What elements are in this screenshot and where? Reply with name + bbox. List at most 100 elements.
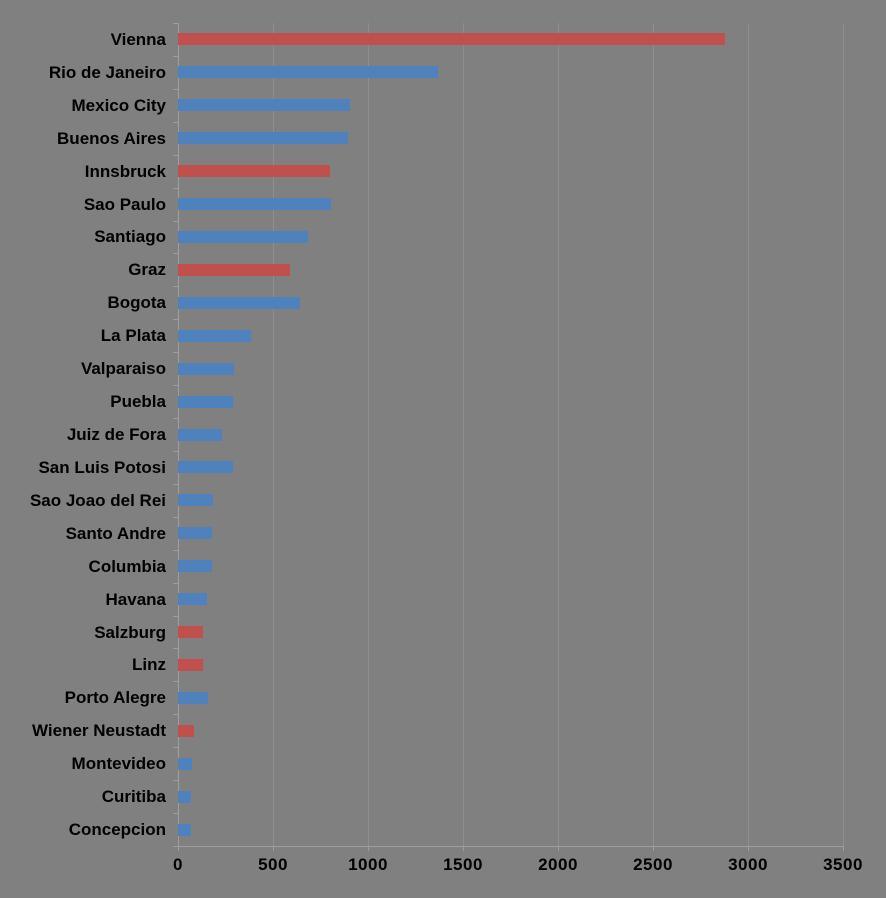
y-axis-tick — [173, 23, 178, 24]
x-axis-label-3000: 3000 — [728, 855, 768, 874]
bar-la-plata — [178, 330, 251, 342]
category-label-la-plata: La Plata — [100, 326, 166, 345]
bar-sao-paulo — [178, 198, 331, 210]
x-axis-label-500: 500 — [258, 855, 288, 874]
category-label-sao-joao-del-rei: Sao Joao del Rei — [29, 491, 166, 510]
y-axis-tick — [173, 714, 178, 715]
x-axis-tick-0 — [178, 846, 179, 851]
category-label-innsbruck: Innsbruck — [84, 162, 166, 181]
category-label-mexico-city: Mexico City — [71, 96, 166, 115]
y-axis-tick — [173, 319, 178, 320]
gridline-1000 — [368, 23, 369, 846]
y-axis-tick — [173, 56, 178, 57]
category-label-porto-alegre: Porto Alegre — [64, 688, 166, 707]
bar-curitiba — [178, 791, 191, 803]
y-axis-tick — [173, 155, 178, 156]
x-axis-label-2000: 2000 — [538, 855, 578, 874]
bar-vienna — [178, 33, 725, 45]
category-label-sao-paulo: Sao Paulo — [83, 195, 166, 214]
category-label-montevideo: Montevideo — [71, 754, 166, 773]
category-label-columbia: Columbia — [88, 557, 166, 576]
bar-wiener-neustadt — [178, 725, 194, 737]
y-axis-tick — [173, 550, 178, 551]
y-axis-tick — [173, 517, 178, 518]
category-label-puebla: Puebla — [110, 392, 166, 411]
y-axis-tick — [173, 286, 178, 287]
bar-innsbruck — [178, 165, 330, 177]
bar-columbia — [178, 560, 212, 572]
gridline-2500 — [653, 23, 654, 846]
category-label-santo-andre: Santo Andre — [65, 524, 166, 543]
y-axis-tick — [173, 616, 178, 617]
x-axis-label-2500: 2500 — [633, 855, 673, 874]
bar-montevideo — [178, 758, 192, 770]
gridline-500 — [273, 23, 274, 846]
x-axis-tick-2500 — [653, 846, 654, 851]
bar-salzburg — [178, 626, 203, 638]
category-label-havana: Havana — [105, 590, 166, 609]
y-axis-tick — [173, 583, 178, 584]
y-axis-tick — [173, 352, 178, 353]
bar-graz — [178, 264, 290, 276]
x-axis-tick-1000 — [368, 846, 369, 851]
category-label-san-luis-potosi: San Luis Potosi — [38, 458, 166, 477]
y-axis-tick — [173, 122, 178, 123]
bar-valparaiso — [178, 363, 234, 375]
category-label-salzburg: Salzburg — [94, 623, 166, 642]
x-axis-line — [178, 846, 843, 847]
y-axis-tick — [173, 484, 178, 485]
y-axis-tick — [173, 253, 178, 254]
bar-buenos-aires — [178, 132, 348, 144]
bar-mexico-city — [178, 99, 350, 111]
bar-santo-andre — [178, 527, 212, 539]
gridline-3000 — [748, 23, 749, 846]
gridline-3500 — [843, 23, 844, 846]
y-axis-tick — [173, 648, 178, 649]
y-axis-tick — [173, 747, 178, 748]
category-label-concepcion: Concepcion — [68, 820, 166, 839]
y-axis-tick — [173, 221, 178, 222]
y-axis-tick — [173, 188, 178, 189]
x-axis-tick-3500 — [843, 846, 844, 851]
category-label-juiz-de-fora: Juiz de Fora — [66, 425, 166, 444]
bar-santiago — [178, 231, 308, 243]
category-label-linz: Linz — [132, 655, 166, 674]
y-axis-tick — [173, 813, 178, 814]
y-axis-tick — [173, 846, 178, 847]
category-label-graz: Graz — [128, 260, 166, 279]
bar-concepcion — [178, 824, 191, 836]
x-axis-tick-3000 — [748, 846, 749, 851]
y-axis-tick — [173, 385, 178, 386]
category-label-curitiba: Curitiba — [101, 787, 166, 806]
gridline-1500 — [463, 23, 464, 846]
y-axis-tick — [173, 418, 178, 419]
x-axis-label-1000: 1000 — [348, 855, 388, 874]
category-label-valparaiso: Valparaiso — [80, 359, 166, 378]
bar-san-luis-potosi — [178, 461, 233, 473]
category-label-vienna: Vienna — [110, 30, 166, 49]
bar-bogota — [178, 297, 300, 309]
x-axis-tick-2000 — [558, 846, 559, 851]
y-axis-tick — [173, 89, 178, 90]
x-axis-tick-1500 — [463, 846, 464, 851]
y-axis-tick — [173, 780, 178, 781]
gridline-2000 — [558, 23, 559, 846]
x-axis-label-3500: 3500 — [823, 855, 863, 874]
bar-porto-alegre — [178, 692, 208, 704]
y-axis-tick — [173, 681, 178, 682]
x-axis-label-0: 0 — [173, 855, 183, 874]
category-label-buenos-aires: Buenos Aires — [57, 129, 166, 148]
bar-havana — [178, 593, 207, 605]
y-axis-tick — [173, 451, 178, 452]
bar-puebla — [178, 396, 233, 408]
x-axis-tick-500 — [273, 846, 274, 851]
bar-sao-joao-del-rei — [178, 494, 213, 506]
category-label-bogota: Bogota — [107, 293, 166, 312]
bar-rio-de-janeiro — [178, 66, 438, 78]
bar-linz — [178, 659, 203, 671]
bar-juiz-de-fora — [178, 429, 222, 441]
x-axis-label-1500: 1500 — [443, 855, 483, 874]
category-label-wiener-neustadt: Wiener Neustadt — [32, 721, 166, 740]
category-label-santiago: Santiago — [94, 227, 166, 246]
